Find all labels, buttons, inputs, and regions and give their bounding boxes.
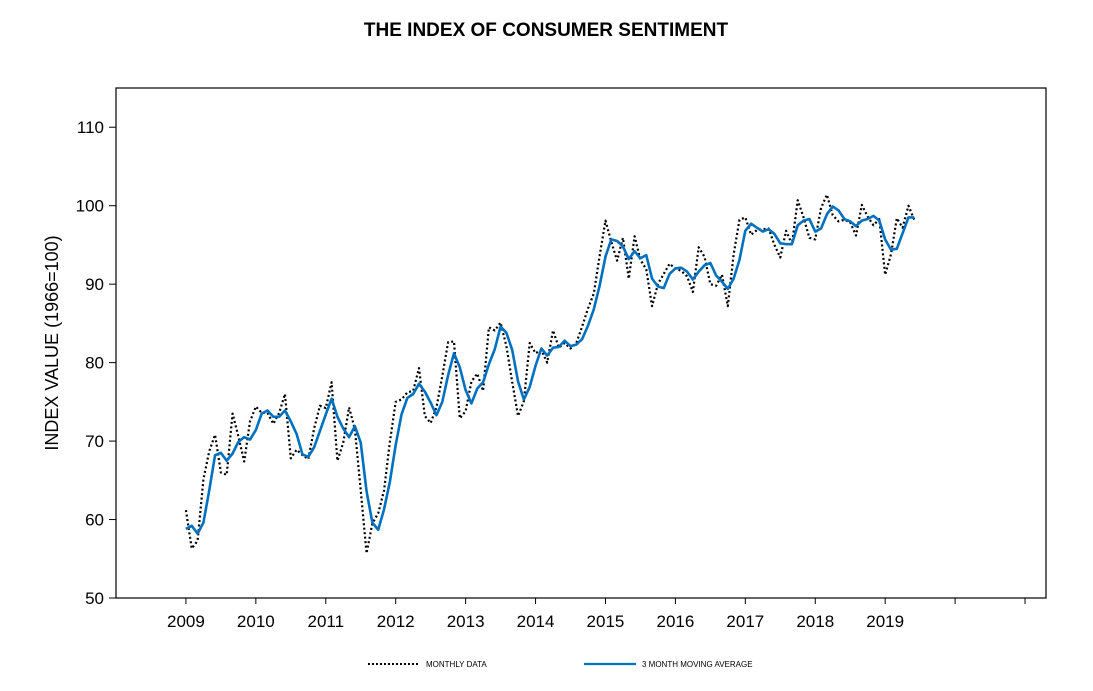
series-line-moving-average — [185, 205, 915, 535]
x-tick-label: 2012 — [377, 612, 415, 631]
series-layer — [184, 193, 916, 555]
y-tick-label: 60 — [85, 511, 104, 530]
x-tick-label: 2018 — [796, 612, 834, 631]
x-tick-label: 2013 — [447, 612, 485, 631]
y-tick-label: 90 — [85, 275, 104, 294]
x-tick-label: 2010 — [237, 612, 275, 631]
y-tick-label: 50 — [85, 589, 104, 608]
x-tick-label: 2011 — [307, 612, 344, 631]
axes: 50 60 70 80 90 100 110 2009 2010 2011 2012 2013 2014… — [76, 118, 1026, 631]
x-tick-label: 2016 — [656, 612, 694, 631]
legend: MONTHLY DATA 3 MONTH MOVING AVERAGE — [368, 660, 753, 669]
plot-area-frame — [115, 87, 1047, 599]
x-tick-label: 2014 — [517, 612, 555, 631]
x-tick-label: 2009 — [167, 612, 205, 631]
y-axis-label: INDEX VALUE (1966=100) — [42, 235, 62, 450]
legend-label-monthly: MONTHLY DATA — [426, 660, 487, 669]
y-tick-label: 80 — [85, 354, 104, 373]
x-tick-label: 2017 — [726, 612, 764, 631]
chart-title: THE INDEX OF CONSUMER SENTIMENT — [364, 20, 729, 41]
x-tick-label: 2015 — [587, 612, 625, 631]
x-tick-label: 2019 — [866, 612, 904, 631]
series-line-monthly — [184, 193, 916, 555]
y-tick-label: 100 — [76, 197, 104, 216]
y-tick-label: 110 — [77, 118, 104, 137]
legend-label-moving-average: 3 MONTH MOVING AVERAGE — [642, 660, 753, 669]
y-tick-label: 70 — [85, 432, 104, 451]
